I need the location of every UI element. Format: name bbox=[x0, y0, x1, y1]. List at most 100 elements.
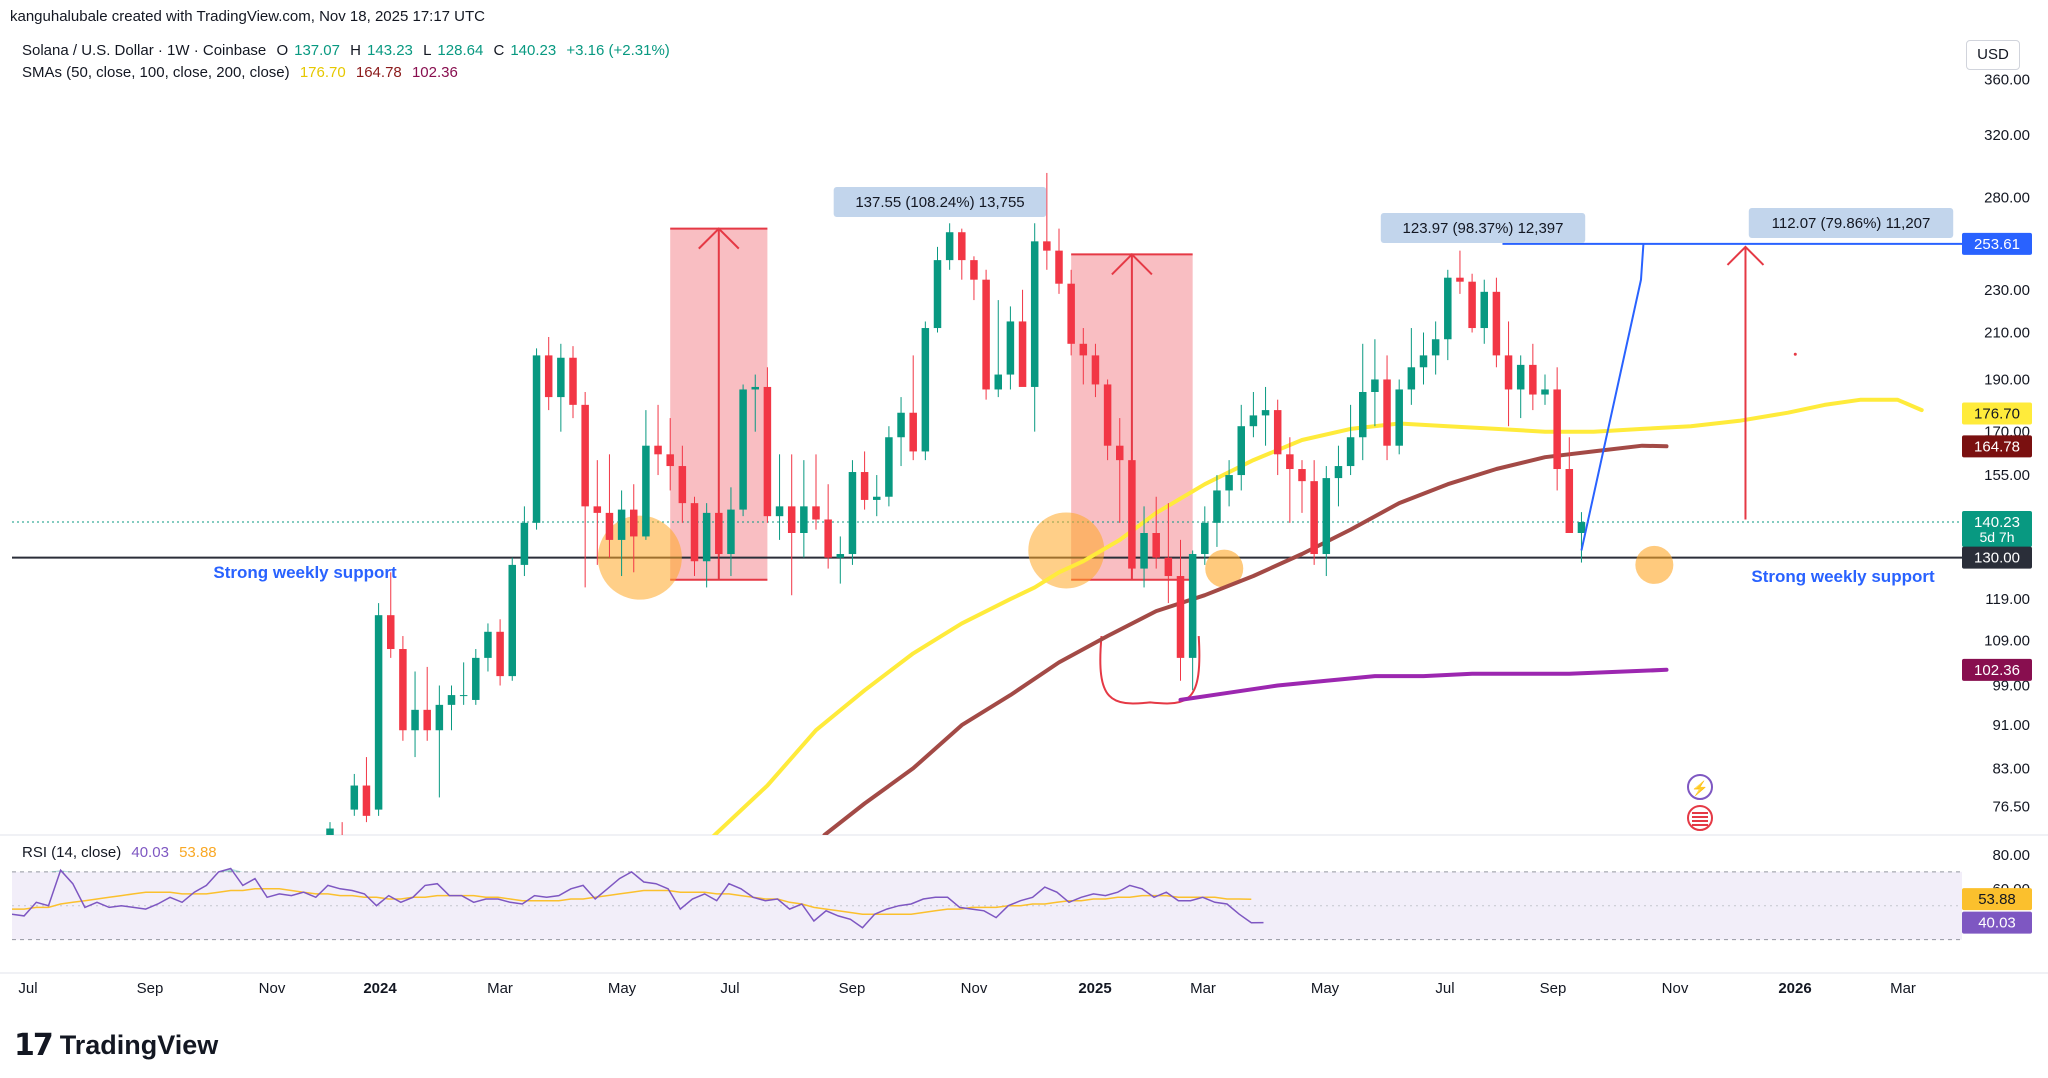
candle-body bbox=[399, 649, 407, 731]
candle-body bbox=[1152, 533, 1160, 558]
candle-body bbox=[484, 631, 492, 658]
rsi-ma-value: 53.88 bbox=[179, 844, 217, 861]
candle-body bbox=[787, 506, 796, 534]
candle-body bbox=[1419, 355, 1428, 368]
candle-body bbox=[1018, 321, 1027, 387]
time-tick-label: 2024 bbox=[363, 980, 397, 997]
price-tag-bg bbox=[1962, 232, 2032, 255]
tradingview-logo[interactable]: 𝟭𝟳 TradingView bbox=[14, 1028, 218, 1063]
candle-body bbox=[1261, 410, 1270, 416]
candle-body bbox=[1577, 522, 1586, 534]
candle-body bbox=[630, 509, 638, 537]
price-tag: 176.70 bbox=[1974, 406, 2020, 423]
price-tick-label: 76.50 bbox=[1992, 799, 2030, 816]
candle-body bbox=[836, 554, 845, 558]
low-label: L bbox=[423, 42, 432, 59]
price-tag: 102.36 bbox=[1974, 662, 2020, 679]
brand-name: TradingView bbox=[59, 1030, 219, 1060]
candle-body bbox=[1116, 445, 1124, 461]
price-tag-bg bbox=[1962, 511, 2032, 548]
measure-1-label-bg bbox=[833, 187, 1047, 217]
rsi-label: RSI (14, close) bbox=[22, 844, 122, 861]
candle-body bbox=[860, 472, 869, 500]
candle-body bbox=[654, 445, 662, 455]
candle-body bbox=[1541, 389, 1549, 395]
open-value: 137.07 bbox=[294, 42, 340, 59]
candle-body bbox=[1188, 554, 1197, 658]
candle-body bbox=[1310, 481, 1318, 555]
flag-stripe bbox=[1692, 824, 1708, 826]
candle-body bbox=[581, 404, 589, 507]
candle-body bbox=[350, 785, 359, 810]
candle-body bbox=[994, 374, 1002, 390]
candle-body bbox=[1492, 291, 1501, 356]
candle-body bbox=[1383, 379, 1391, 446]
sma-label: SMAs (50, close, 100, close, 200, close) bbox=[22, 64, 290, 81]
price-tick-label: 155.00 bbox=[1984, 467, 2030, 484]
sma200-value: 102.36 bbox=[411, 64, 458, 81]
time-tick-label: Jul bbox=[18, 980, 37, 997]
candle-body bbox=[387, 615, 395, 650]
measure-arrow-head bbox=[698, 227, 740, 250]
lightning-glyph: ⚡ bbox=[1691, 780, 1708, 797]
candle-body bbox=[447, 695, 456, 705]
candle-body bbox=[1201, 522, 1209, 555]
support-label-right: Strong weekly support bbox=[1751, 567, 1935, 586]
support-circle bbox=[1028, 512, 1105, 589]
lightning-event-icon bbox=[1687, 774, 1713, 800]
flag-stripe bbox=[1692, 816, 1708, 818]
rsi-line bbox=[12, 867, 1264, 929]
candle-body bbox=[1091, 355, 1100, 385]
time-tick-label: Jul bbox=[720, 980, 739, 997]
candle-body bbox=[873, 496, 881, 500]
sma-legend[interactable]: SMAs (50, close, 100, close, 200, close)… bbox=[22, 64, 464, 81]
price-tick-label: 91.00 bbox=[1992, 717, 2030, 734]
candle-body bbox=[1480, 291, 1488, 329]
candle-body bbox=[1565, 469, 1574, 534]
candle-body bbox=[751, 386, 759, 390]
candle-body bbox=[1213, 490, 1221, 523]
candle-body bbox=[1444, 277, 1452, 340]
candle-body bbox=[496, 631, 504, 677]
candle-body bbox=[1346, 437, 1355, 467]
price-tick-label: 99.00 bbox=[1992, 678, 2030, 695]
support-circle-small bbox=[1635, 545, 1674, 584]
candle-body bbox=[1225, 475, 1233, 491]
candle-body bbox=[1456, 277, 1464, 282]
symbol-legend: Solana / U.S. Dollar · 1W · Coinbase O 13… bbox=[22, 42, 682, 59]
candle-body bbox=[1395, 389, 1403, 446]
candle-body bbox=[1371, 379, 1379, 392]
price-tag-bg bbox=[1962, 402, 2032, 425]
candle-body bbox=[933, 260, 942, 329]
rsi-legend[interactable]: RSI (14, close) 40.03 53.88 bbox=[22, 844, 223, 861]
candle-body bbox=[1334, 466, 1343, 479]
candle-body bbox=[885, 437, 893, 497]
candle-body bbox=[605, 512, 614, 540]
sma200-line bbox=[1178, 667, 1669, 702]
measure-arrow-head bbox=[1111, 252, 1153, 276]
currency-button[interactable]: USD bbox=[1966, 40, 2020, 70]
candle-body bbox=[1249, 415, 1258, 427]
time-tick-label: 2026 bbox=[1778, 980, 1811, 997]
rsi-tick-label: 80.00 bbox=[1992, 847, 2030, 864]
high-value: 143.23 bbox=[367, 42, 413, 59]
candle-body bbox=[423, 709, 431, 731]
candle-body bbox=[1067, 283, 1075, 344]
change-value: +3.16 (+2.31%) bbox=[566, 42, 670, 59]
candle-body bbox=[1055, 250, 1063, 284]
candle-body bbox=[727, 509, 735, 555]
price-tick-label: 83.00 bbox=[1992, 760, 2030, 777]
candle-body bbox=[763, 386, 772, 517]
candle-body bbox=[520, 522, 529, 565]
price-tag-bg bbox=[1962, 546, 2032, 569]
candle-body bbox=[909, 412, 917, 452]
time-tick-label: Sep bbox=[839, 980, 866, 997]
candle-body bbox=[557, 357, 565, 398]
candle-body bbox=[1516, 364, 1525, 390]
candle-body bbox=[739, 389, 747, 510]
price-tick-label: 360.00 bbox=[1984, 71, 2030, 88]
price-tick-label: 190.00 bbox=[1984, 371, 2030, 388]
measure-2-label: 123.97 (98.37%) 12,397 bbox=[1403, 220, 1564, 237]
candle-body bbox=[1273, 410, 1282, 455]
